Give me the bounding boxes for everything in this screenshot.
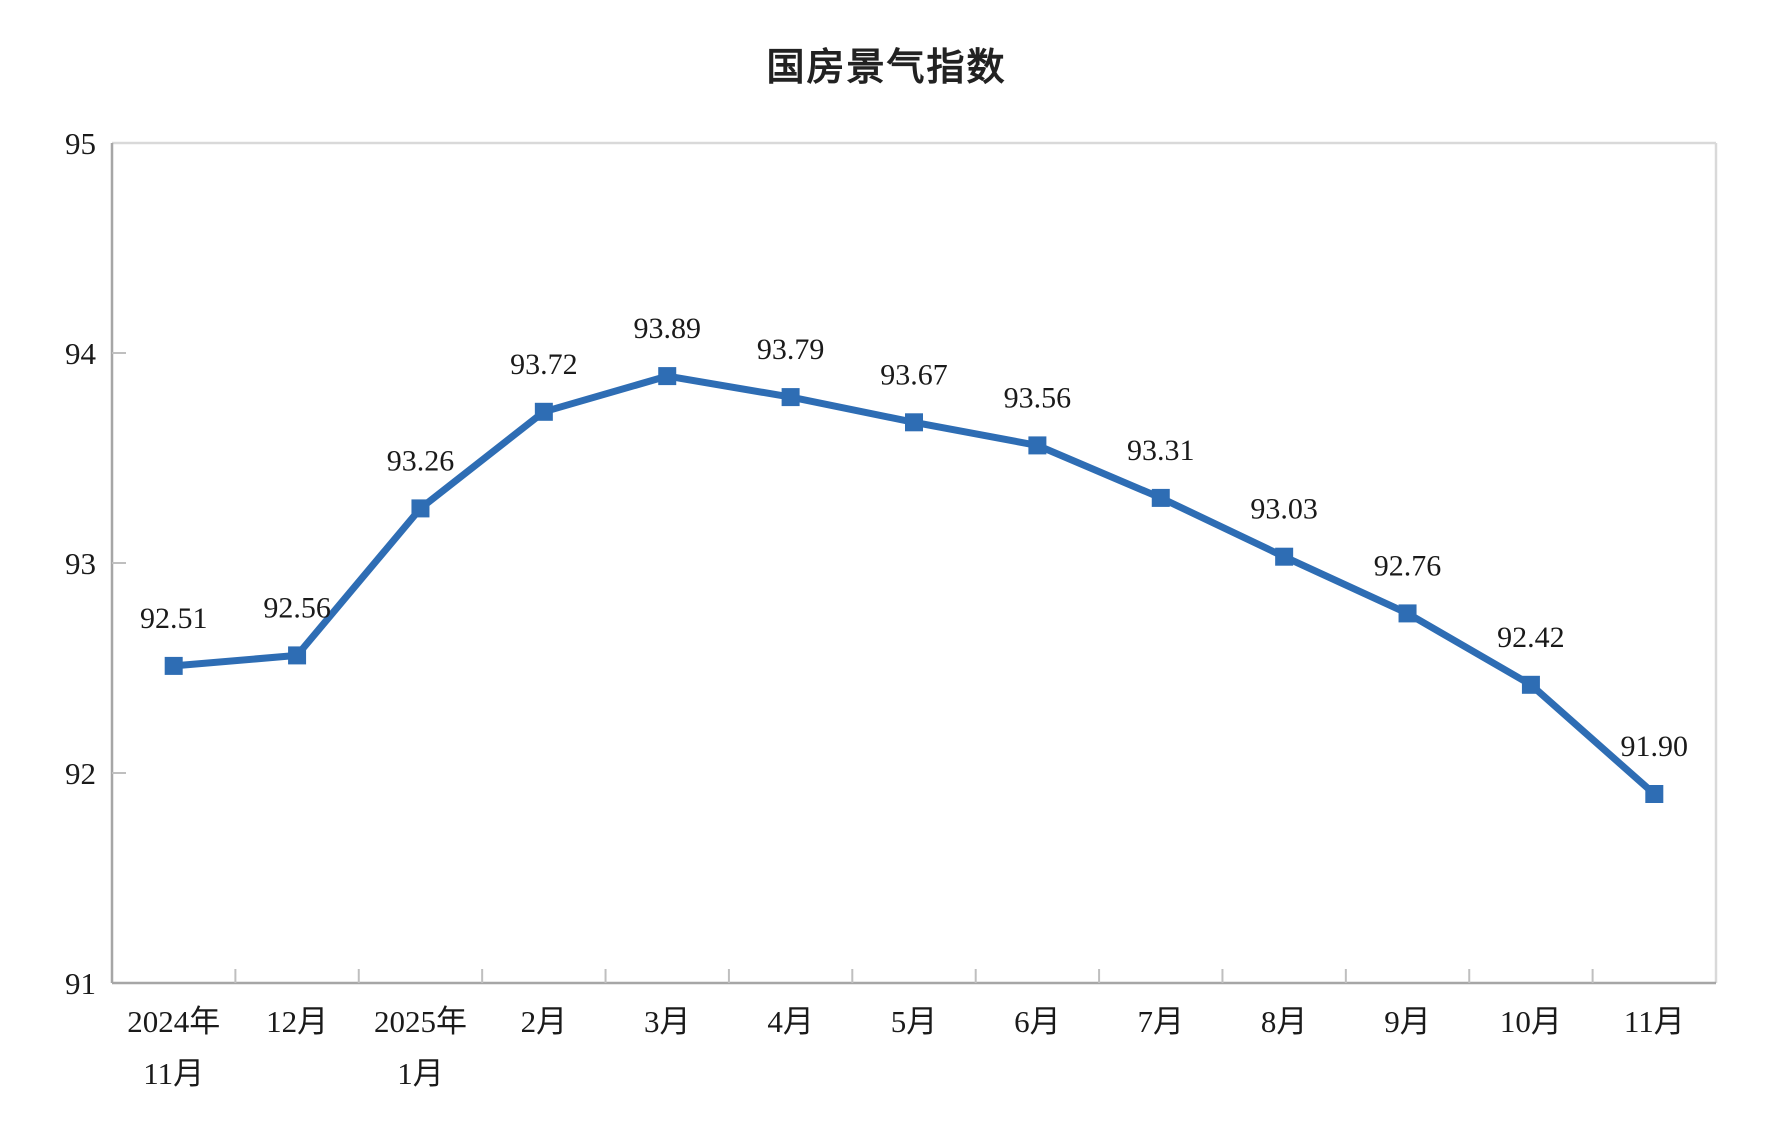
data-point-label: 93.31 xyxy=(1127,434,1195,467)
x-axis-tick-label: 4月 xyxy=(767,1004,814,1039)
x-axis-tick-label: 8月 xyxy=(1261,1004,1308,1039)
x-axis-tick-label: 2024年 11月 xyxy=(127,1004,220,1091)
data-point-label: 92.56 xyxy=(263,591,331,624)
y-axis-tick-label: 92 xyxy=(65,756,96,791)
x-axis-tick-label: 2025年 1月 xyxy=(374,1004,467,1091)
y-axis-tick-label: 91 xyxy=(65,966,96,1001)
data-point-label: 93.03 xyxy=(1250,493,1318,526)
data-point-label: 93.79 xyxy=(757,333,825,366)
data-point-marker xyxy=(1028,436,1047,455)
x-axis-tick-label: 11月 xyxy=(1624,1004,1685,1039)
data-point-marker xyxy=(288,646,307,665)
data-point-marker xyxy=(781,388,800,407)
data-point-label: 92.42 xyxy=(1497,621,1565,654)
data-point-marker xyxy=(1521,675,1540,694)
data-point-marker xyxy=(658,367,677,386)
data-point-label: 93.56 xyxy=(1004,381,1072,414)
y-axis-tick-label: 94 xyxy=(65,336,97,371)
y-axis-tick-label: 95 xyxy=(65,126,96,161)
x-axis-tick-label: 2月 xyxy=(521,1004,568,1039)
data-point-marker xyxy=(905,413,923,432)
data-point-label: 93.26 xyxy=(387,444,455,477)
data-point-label: 93.72 xyxy=(510,348,578,381)
x-axis-tick-label: 6月 xyxy=(1014,1004,1061,1039)
data-point-label: 91.90 xyxy=(1621,730,1689,763)
data-point-marker xyxy=(1645,785,1664,803)
data-point-label: 92.76 xyxy=(1374,549,1442,582)
y-axis-tick-label: 93 xyxy=(65,546,96,581)
x-axis-tick-label: 7月 xyxy=(1138,1004,1185,1039)
data-point-label: 92.51 xyxy=(140,602,208,635)
data-point-label: 93.67 xyxy=(880,358,948,391)
x-axis-tick-label: 9月 xyxy=(1384,1004,1431,1039)
data-point-label: 93.89 xyxy=(633,312,701,345)
data-point-marker xyxy=(411,499,430,518)
data-point-marker xyxy=(1275,547,1294,566)
data-point-marker xyxy=(534,402,553,421)
x-axis-tick-label: 10月 xyxy=(1500,1004,1562,1039)
x-axis-tick-label: 3月 xyxy=(644,1004,691,1039)
x-axis-tick-label: 12月 xyxy=(266,1004,328,1039)
data-point-marker xyxy=(1398,604,1417,623)
x-axis-tick-label: 5月 xyxy=(891,1004,938,1039)
series-line xyxy=(170,372,1658,798)
data-point-marker xyxy=(164,656,183,675)
chart-title: 国房景气指数 xyxy=(766,47,1007,89)
data-point-marker xyxy=(1151,488,1170,507)
